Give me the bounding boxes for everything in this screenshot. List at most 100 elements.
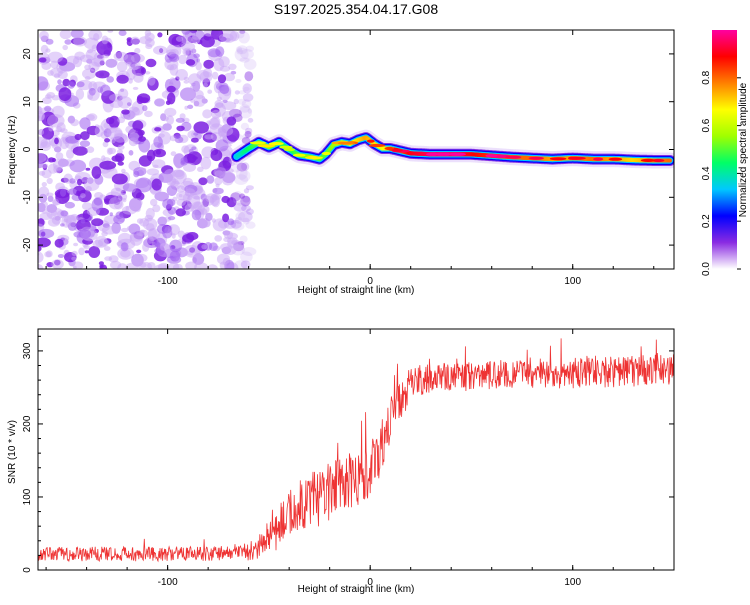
- noise-blob: [69, 188, 77, 195]
- noise-blob: [78, 248, 85, 256]
- noise-blob: [201, 244, 207, 249]
- noise-blob: [144, 111, 153, 117]
- noise-blob: [64, 39, 71, 44]
- noise-blob: [245, 131, 252, 138]
- noise-blob: [92, 198, 103, 212]
- noise-blob: [92, 166, 102, 179]
- signal-hotspot: [641, 159, 656, 162]
- noise-blob: [176, 36, 183, 42]
- noise-blob: [138, 136, 146, 142]
- noise-blob: [39, 31, 49, 40]
- colorbar-label: Normalized spectral amplitude: [738, 82, 749, 217]
- noise-blob: [133, 140, 139, 144]
- noise-blob: [128, 186, 136, 193]
- snr-y-tick-label: 200: [22, 415, 33, 432]
- noise-blob: [100, 194, 106, 199]
- noise-blob: [73, 146, 88, 156]
- spectrogram-y-tick-label: 0: [22, 146, 33, 152]
- noise-blob: [202, 96, 206, 100]
- noise-blob: [182, 27, 191, 34]
- noise-blob: [76, 191, 80, 195]
- noise-blob: [112, 174, 128, 185]
- snr-y-tick-label: 0: [22, 567, 33, 573]
- noise-blob: [58, 254, 64, 258]
- noise-blob: [129, 107, 139, 113]
- noise-blob: [42, 182, 47, 187]
- noise-blob: [125, 115, 129, 119]
- noise-blob: [52, 158, 56, 162]
- noise-blob: [192, 210, 202, 221]
- noise-blob: [203, 60, 214, 69]
- noise-blob: [100, 85, 111, 97]
- spectrogram-y-tick-label: -10: [22, 190, 33, 205]
- noise-blob: [218, 74, 226, 83]
- noise-blob: [131, 54, 145, 63]
- noise-blob: [191, 138, 199, 143]
- noise-blob: [46, 250, 53, 257]
- noise-blob: [48, 164, 58, 174]
- noise-blob: [180, 160, 187, 166]
- spectrogram-y-tick-label: 20: [22, 48, 33, 60]
- noise-blob: [217, 254, 230, 265]
- noise-blob: [145, 30, 151, 37]
- noise-blob: [110, 261, 121, 269]
- noise-blob: [46, 39, 54, 45]
- noise-blob: [243, 87, 249, 91]
- noise-blob: [121, 228, 129, 232]
- noise-blob: [129, 150, 134, 156]
- noise-blob: [211, 150, 223, 162]
- noise-blob: [170, 169, 187, 184]
- noise-blob: [167, 93, 175, 105]
- noise-blob: [204, 219, 210, 227]
- noise-blob: [80, 140, 90, 147]
- noise-blob: [111, 188, 123, 197]
- colorbar-tick-label: 0.8: [701, 70, 712, 84]
- noise-blob: [160, 243, 169, 251]
- noise-blob: [168, 216, 175, 220]
- noise-blob: [194, 196, 200, 200]
- noise-blob: [146, 59, 157, 67]
- noise-blob: [136, 230, 144, 236]
- noise-blob: [38, 129, 44, 135]
- noise-blob: [176, 208, 186, 216]
- noise-blob: [60, 189, 66, 197]
- noise-blob: [208, 48, 221, 57]
- noise-blob: [197, 167, 204, 172]
- noise-blob: [65, 202, 75, 209]
- noise-blob: [79, 121, 83, 125]
- noise-blob: [241, 205, 251, 212]
- signal-hotspot: [392, 149, 403, 152]
- noise-blob: [181, 145, 189, 153]
- noise-blob: [193, 121, 209, 133]
- noise-blob: [53, 199, 59, 206]
- noise-blob: [110, 212, 113, 216]
- signal-hotspot: [593, 158, 603, 161]
- noise-blob: [194, 262, 208, 272]
- noise-blob: [227, 233, 238, 240]
- noise-blob: [44, 106, 51, 112]
- noise-blob: [239, 170, 250, 182]
- noise-blob: [86, 168, 91, 171]
- noise-blob: [42, 209, 47, 214]
- noise-blob: [188, 73, 201, 86]
- noise-blob: [102, 226, 118, 235]
- noise-blob: [166, 115, 174, 125]
- noise-blob: [132, 120, 143, 131]
- noise-blob: [47, 178, 53, 184]
- noise-blob: [137, 96, 144, 104]
- noise-blob: [86, 186, 92, 192]
- noise-blob: [95, 125, 104, 137]
- noise-blob: [186, 232, 198, 240]
- noise-blob: [136, 250, 141, 254]
- noise-blob: [219, 85, 229, 94]
- noise-blob: [69, 178, 75, 183]
- noise-blob: [39, 57, 47, 62]
- noise-blob: [30, 264, 44, 273]
- noise-blob: [31, 137, 47, 149]
- noise-blob: [227, 116, 237, 125]
- noise-blob: [60, 211, 68, 217]
- noise-blob: [115, 153, 125, 162]
- noise-blob: [35, 238, 51, 248]
